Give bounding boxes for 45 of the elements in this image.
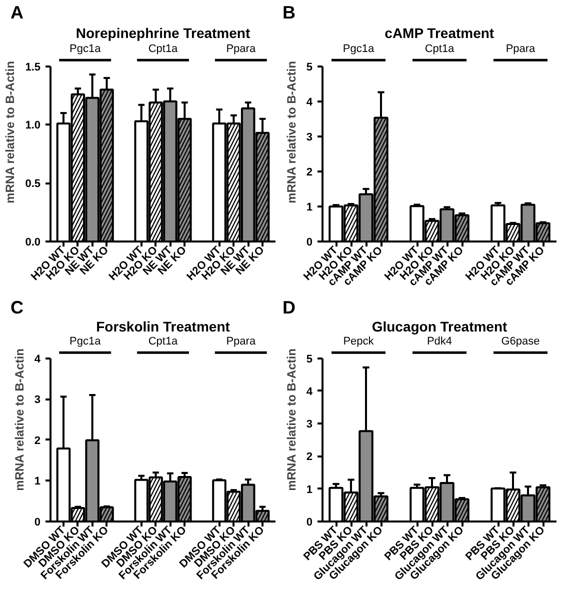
text: Pgc1a <box>342 42 375 55</box>
chart-title: Norepinephrine Treatment <box>76 24 250 41</box>
y-tick-label: 2 <box>306 166 313 178</box>
y-tick-label: 1.5 <box>25 61 41 74</box>
y-tick-label: 0.0 <box>25 236 41 248</box>
text: Pepck <box>343 336 374 348</box>
text: Ppara <box>506 42 536 55</box>
chart-title: Forskolin Treatment <box>96 318 230 335</box>
text: Cpt1a <box>148 336 179 348</box>
y-tick-label: 1 <box>306 201 313 214</box>
y-tick-label: 3 <box>306 131 313 144</box>
text: Ppara <box>226 42 256 55</box>
y-tick-label: 5 <box>306 353 313 366</box>
y-tick-label: 3 <box>34 394 41 406</box>
y-tick-label: 4 <box>306 96 314 108</box>
text: Pgc1a <box>70 336 102 348</box>
y-axis-title: mRNA relative to B-Actin <box>12 348 26 491</box>
y-axis-title: mRNA relative to B-Actin <box>284 348 298 491</box>
text: Cpt1a <box>148 42 179 55</box>
y-tick-label: 5 <box>306 61 313 74</box>
chart-title: Glucagon Treatment <box>372 318 508 335</box>
y-tick-label: 4 <box>34 353 42 366</box>
y-tick-label: 0 <box>306 236 313 248</box>
y-tick-label: 1 <box>34 476 41 488</box>
y-tick-label: 2 <box>306 451 313 464</box>
y-axis-title: mRNA relative to B-Actin <box>3 61 18 204</box>
y-tick-label: 0 <box>34 516 41 528</box>
text: Ppara <box>226 336 256 348</box>
text: B <box>282 2 296 22</box>
y-tick-label: 1.0 <box>25 120 41 132</box>
text: Pdk4 <box>426 336 452 348</box>
y-tick-label: 3 <box>306 418 313 431</box>
y-tick-label: 2 <box>34 434 41 447</box>
text: D <box>282 298 296 318</box>
y-tick-label: 0.5 <box>25 178 41 190</box>
y-axis-title: mRNA relative to B-Actin <box>284 61 298 204</box>
text: Pgc1a <box>70 42 102 55</box>
y-tick-label: 1 <box>306 484 313 496</box>
y-tick-label: 4 <box>306 386 314 398</box>
text: A <box>10 2 24 22</box>
chart-title: cAMP Treatment <box>384 24 494 41</box>
y-tick-label: 0 <box>306 516 313 528</box>
text: G6pase <box>501 336 540 348</box>
text: Cpt1a <box>424 42 456 55</box>
text: C <box>10 298 24 318</box>
